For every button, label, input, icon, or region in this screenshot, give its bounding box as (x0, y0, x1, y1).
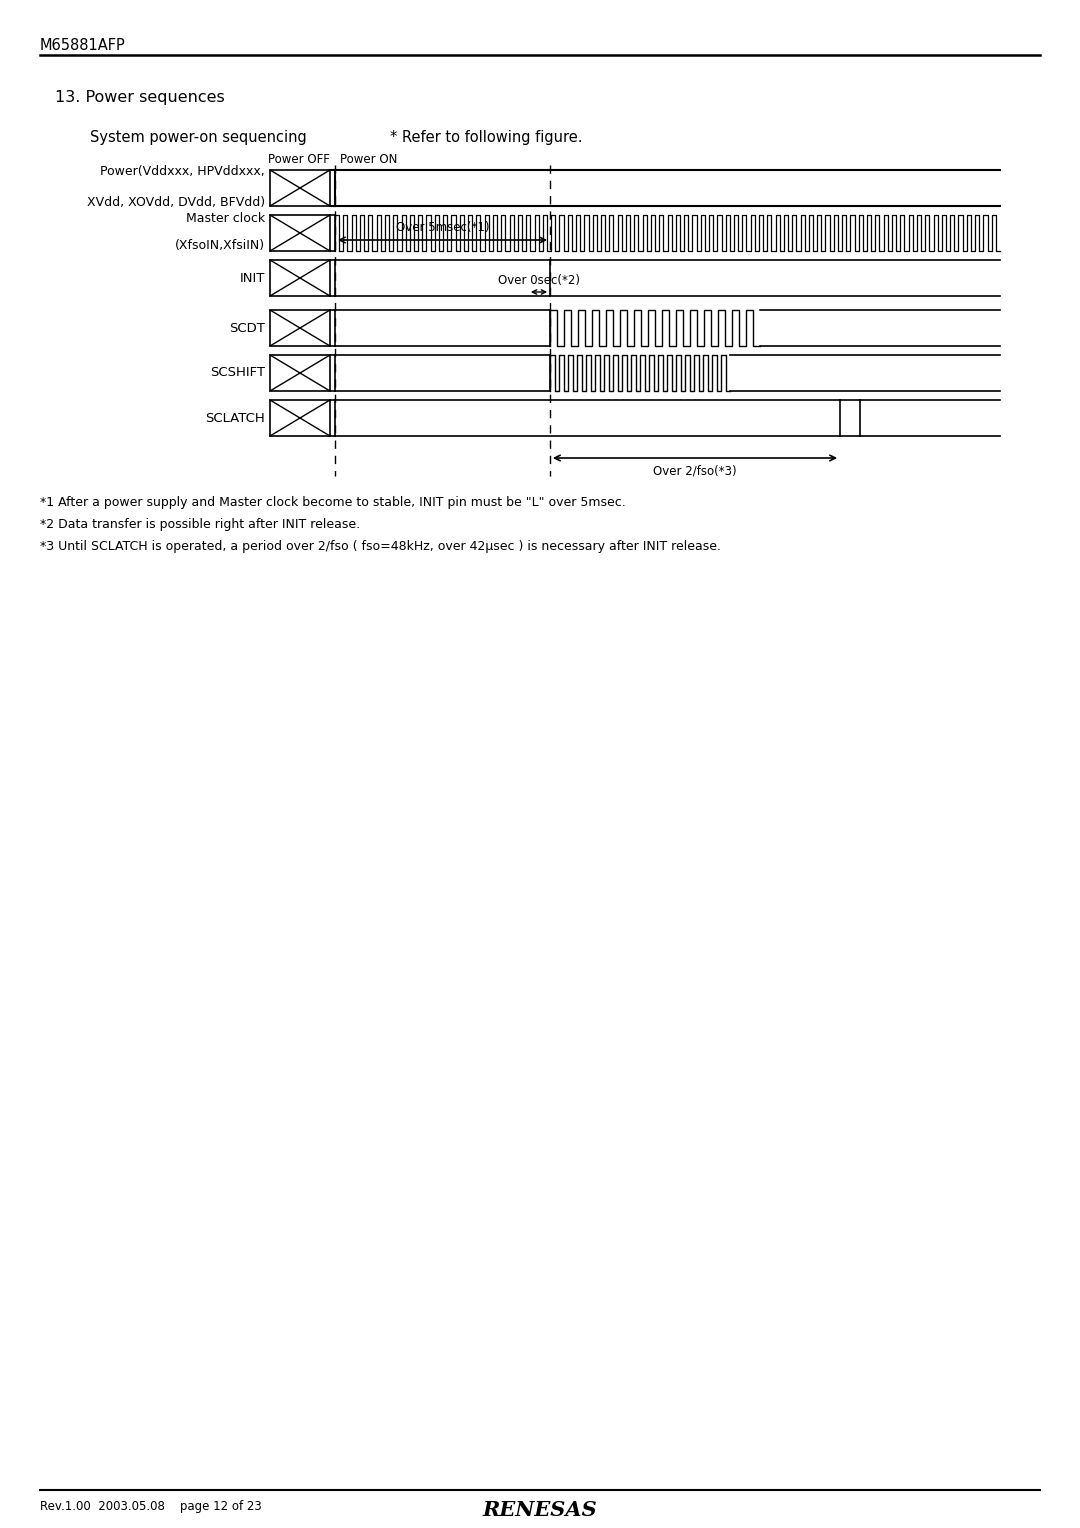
Text: SCDT: SCDT (229, 321, 265, 335)
Text: System power-on sequencing: System power-on sequencing (90, 130, 307, 145)
Text: SCLATCH: SCLATCH (205, 411, 265, 425)
Text: 13. Power sequences: 13. Power sequences (55, 90, 225, 105)
Text: (XfsoIN,XfsiIN): (XfsoIN,XfsiIN) (175, 238, 265, 252)
Text: Rev.1.00  2003.05.08    page 12 of 23: Rev.1.00 2003.05.08 page 12 of 23 (40, 1500, 261, 1513)
Text: * Refer to following figure.: * Refer to following figure. (390, 130, 582, 145)
Text: *2 Data transfer is possible right after INIT release.: *2 Data transfer is possible right after… (40, 518, 360, 532)
Bar (270, 400, 330, 435)
Bar (270, 260, 330, 296)
Bar (270, 170, 330, 206)
Text: Over 5msec(*1): Over 5msec(*1) (395, 222, 489, 234)
Bar (270, 354, 330, 391)
Text: Power(Vddxxx, HPVddxxx,: Power(Vddxxx, HPVddxxx, (100, 165, 265, 177)
Text: Master clock: Master clock (186, 212, 265, 225)
Text: RENESAS: RENESAS (483, 1500, 597, 1520)
Text: *1 After a power supply and Master clock become to stable, INIT pin must be "L" : *1 After a power supply and Master clock… (40, 497, 625, 509)
Bar (270, 310, 330, 345)
Text: XVdd, XOVdd, DVdd, BFVdd): XVdd, XOVdd, DVdd, BFVdd) (86, 196, 265, 209)
Text: M65881AFP: M65881AFP (40, 38, 125, 53)
Text: SCSHIFT: SCSHIFT (210, 367, 265, 379)
Text: Over 0sec(*2): Over 0sec(*2) (498, 274, 580, 287)
Text: INIT: INIT (240, 272, 265, 284)
Text: Power OFF: Power OFF (268, 153, 330, 167)
Text: Power ON: Power ON (340, 153, 397, 167)
Text: Over 2/fso(*3): Over 2/fso(*3) (653, 465, 737, 477)
Bar (270, 215, 330, 251)
Text: *3 Until SCLATCH is operated, a period over 2/fso ( fso=48kHz, over 42μsec ) is : *3 Until SCLATCH is operated, a period o… (40, 539, 721, 553)
